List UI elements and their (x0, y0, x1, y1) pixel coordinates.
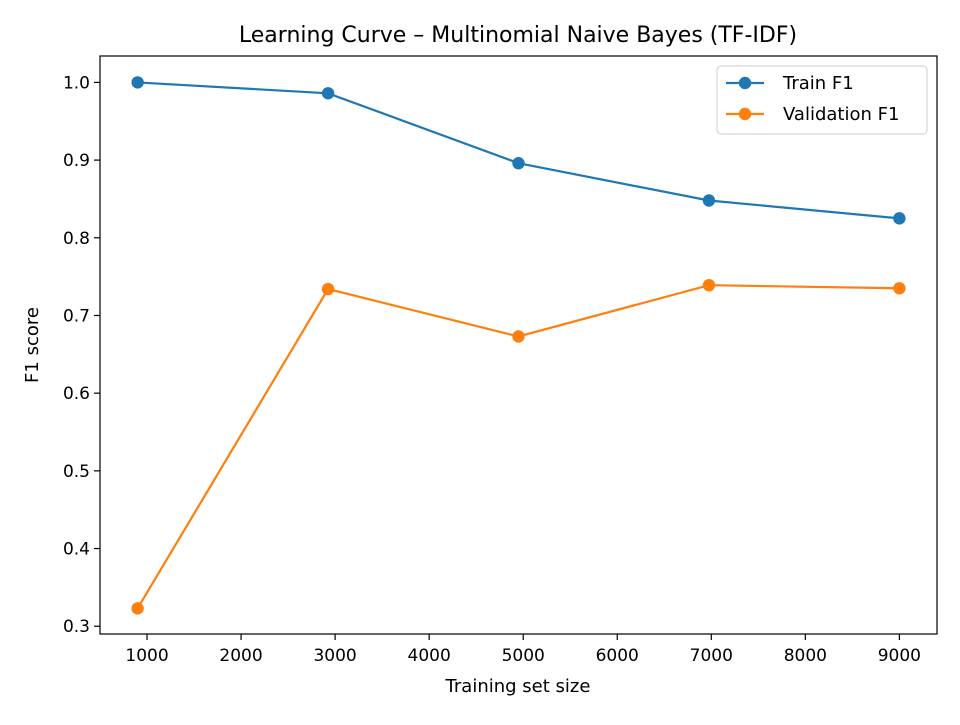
legend-item: Validation F1 (726, 104, 899, 125)
legend-item: Train F1 (726, 73, 854, 94)
legend-marker (738, 107, 752, 121)
y-axis-label: F1 score (22, 307, 43, 383)
data-point (893, 212, 906, 225)
y-tick-label: 1.0 (63, 73, 90, 93)
x-tick-label: 9000 (878, 646, 921, 666)
legend-label: Validation F1 (783, 104, 899, 125)
x-axis-label: Training set size (445, 676, 591, 697)
legend-marker (738, 76, 752, 90)
x-axis: 1000 2000 3000 4000 5000 6000 7000 8000 9000 (125, 634, 921, 666)
x-tick-label: 8000 (784, 646, 827, 666)
data-point (893, 282, 906, 295)
y-tick-label: 0.5 (63, 462, 90, 482)
y-tick-label: 0.8 (63, 229, 90, 249)
x-tick-label: 3000 (313, 646, 356, 666)
data-point (131, 602, 144, 615)
legend-label: Train F1 (782, 73, 854, 94)
plot-area (131, 76, 906, 615)
data-point (512, 330, 525, 343)
x-tick-label: 2000 (219, 646, 262, 666)
y-tick-label: 0.4 (63, 540, 90, 560)
y-tick-label: 0.9 (63, 151, 90, 171)
data-point (321, 282, 335, 296)
series-1 (131, 278, 906, 615)
x-tick-label: 6000 (596, 646, 639, 666)
x-tick-label: 5000 (502, 646, 545, 666)
data-point (702, 278, 716, 292)
x-tick-label: 7000 (690, 646, 733, 666)
legend-box (716, 65, 928, 135)
legend: Train F1 Validation F1 (716, 65, 928, 135)
data-point (131, 76, 144, 89)
y-tick-label: 0.6 (63, 384, 90, 404)
x-tick-label: 1000 (125, 646, 168, 666)
chart-title: Learning Curve – Multinomial Naive Bayes… (239, 23, 797, 48)
axes-frame (99, 55, 938, 635)
data-point (512, 157, 525, 170)
y-tick-label: 0.7 (63, 306, 90, 326)
x-tick-label: 4000 (408, 646, 451, 666)
series-0 (131, 76, 906, 225)
y-tick-label: 0.3 (63, 617, 90, 637)
data-point (702, 194, 716, 207)
data-point (321, 87, 335, 100)
y-axis: 0.3 0.4 0.5 0.6 0.7 0.8 0.9 1.0 (63, 73, 100, 637)
